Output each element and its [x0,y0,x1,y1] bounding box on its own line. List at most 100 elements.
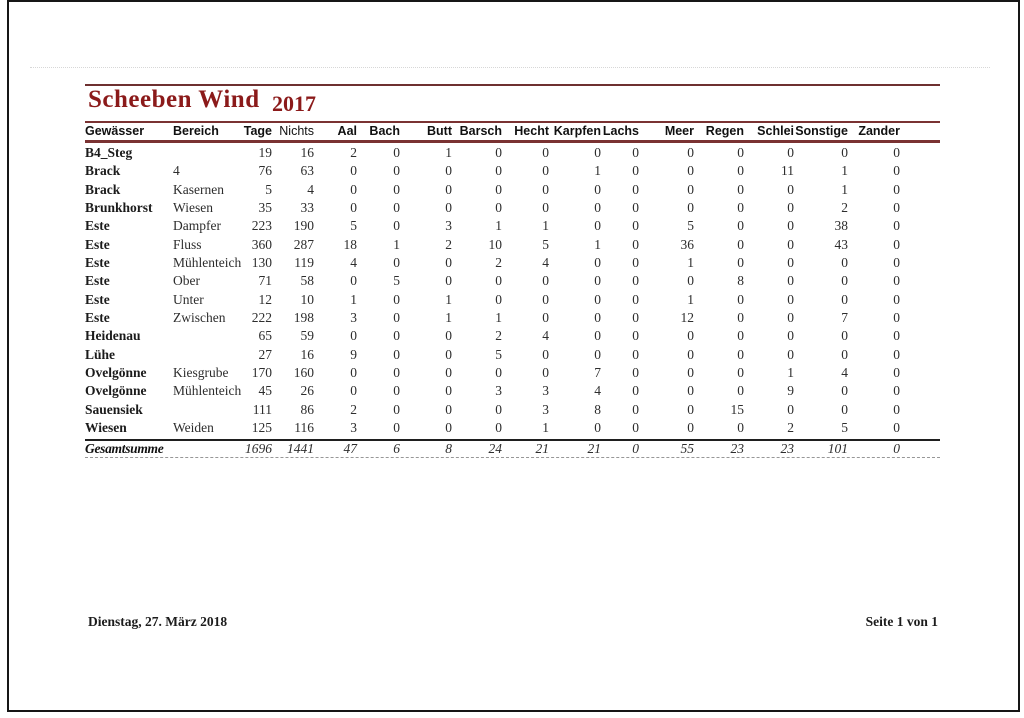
column-header-zander: Zander [858,124,900,138]
cell-value: 7 [841,310,848,326]
cell-value: 0 [893,273,900,289]
cell-value: 0 [393,383,400,399]
cell-value: 0 [594,420,601,436]
cell-value: 222 [251,310,272,326]
cell-value: 0 [787,291,794,307]
cell-value: 0 [687,328,694,344]
cell-value: 0 [542,310,549,326]
column-header-meer: Meer [664,124,694,138]
cell-value: 0 [542,181,549,197]
cell-value: 1 [594,236,601,252]
cell-value: 0 [632,181,639,197]
cell-value: 190 [293,218,314,234]
cell-value: 160 [293,365,314,381]
cell-value: 1 [787,365,794,381]
cell-value: 0 [632,291,639,307]
cell-bereich: Zwischen [173,310,226,326]
totals-row: Gesamtsumme 1696 1441 47 6 8 24 21 21 0 55 23 23 101 0 [85,441,900,457]
cell-value: 0 [393,346,400,362]
cell-value: 2 [350,145,357,160]
cell-value: 0 [445,365,452,381]
cell-value: 0 [841,383,848,399]
cell-value: 8 [737,273,744,289]
column-header-barsch: Barsch [459,124,502,138]
cell-value: 0 [350,383,357,399]
cell-value: 9 [787,383,794,399]
header-bottom-rule [85,140,940,143]
totals-value: 101 [827,441,848,456]
cell-value: 0 [737,200,744,216]
cell-value: 170 [251,365,272,381]
cell-value: 0 [737,236,744,252]
cell-value: 0 [495,401,502,417]
cell-value: 0 [495,365,502,381]
cell-value: 0 [542,273,549,289]
cell-value: 0 [594,255,601,271]
cell-value: 0 [632,145,639,160]
cell-value: 0 [594,181,601,197]
cell-value: 36 [680,236,695,252]
cell-value: 0 [893,291,900,307]
cell-bereich: Mühlenteich [173,383,242,399]
cell-value: 0 [393,291,400,307]
cell-value: 5 [495,346,502,362]
totals-value: 0 [632,441,639,456]
cell-bereich: 4 [173,163,180,179]
title-top-rule [85,84,940,86]
cell-value: 116 [294,420,314,436]
cell-value: 0 [687,145,694,160]
cell-value: 0 [393,181,400,197]
cell-value: 0 [737,310,744,326]
cell-value: 0 [737,145,744,160]
cell-value: 0 [787,181,794,197]
cell-value: 0 [632,310,639,326]
cell-value: 5 [687,218,694,234]
cell-value: 0 [787,145,794,160]
cell-value: 16 [300,346,315,362]
cell-value: 0 [594,145,601,160]
cell-value: 4 [542,255,549,271]
cell-value: 0 [687,420,694,436]
cell-value: 1 [445,291,452,307]
cell-value: 0 [787,255,794,271]
totals-value: 1696 [245,441,272,456]
cell-value: 0 [687,383,694,399]
cell-value: 0 [687,401,694,417]
cell-value: 0 [893,328,900,344]
column-header-nichts: Nichts [279,124,314,138]
cell-value: 0 [594,200,601,216]
cell-value: 0 [594,273,601,289]
cell-gewaesser: Wiesen [85,420,127,436]
cell-value: 1 [594,163,601,179]
totals-value: 23 [780,441,795,456]
cell-gewaesser: Brack [85,163,121,179]
cell-value: 360 [251,236,272,252]
cell-value: 2 [495,328,502,344]
cell-value: 1 [393,236,400,252]
cell-value: 0 [393,328,400,344]
cell-value: 0 [542,163,549,179]
cell-value: 0 [393,163,400,179]
cell-value: 19 [258,145,273,160]
footer-page-number: Seite 1 von 1 [865,614,938,629]
cell-value: 0 [841,273,848,289]
cell-value: 0 [542,291,549,307]
cell-value: 0 [787,310,794,326]
cell-gewaesser: Este [85,218,110,234]
cell-value: 1 [841,181,848,197]
cell-value: 27 [258,346,273,362]
cell-value: 0 [445,328,452,344]
cell-value: 26 [300,383,315,399]
cell-value: 0 [542,346,549,362]
cell-value: 0 [393,145,400,160]
cell-value: 18 [343,236,358,252]
cell-value: 0 [445,401,452,417]
cell-value: 1 [495,218,502,234]
cell-value: 0 [445,273,452,289]
cell-value: 0 [893,365,900,381]
cell-value: 0 [632,365,639,381]
cell-value: 0 [495,273,502,289]
cell-value: 1 [350,291,357,307]
cell-value: 0 [632,200,639,216]
